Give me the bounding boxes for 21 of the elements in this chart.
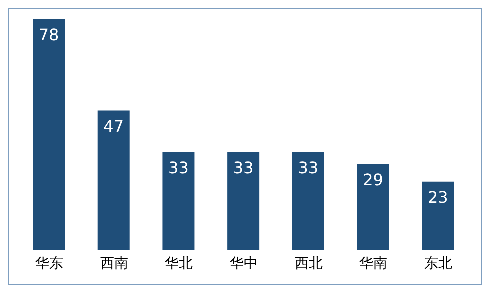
- x-tick-label: 华北: [165, 256, 194, 272]
- data-label: 33: [298, 158, 319, 178]
- bar: [357, 164, 390, 250]
- x-tick-label: 西北: [294, 256, 323, 272]
- x-tick-label: 华南: [360, 256, 388, 272]
- data-label: 78: [38, 25, 60, 44]
- data-label: 47: [104, 117, 124, 136]
- bar: [228, 152, 260, 250]
- x-tick-label: 西南: [100, 256, 128, 272]
- bar: [98, 110, 130, 250]
- data-label: 33: [233, 158, 254, 178]
- bar: [33, 19, 65, 250]
- data-label: 23: [428, 188, 448, 208]
- x-tick-label: 华东: [35, 256, 64, 272]
- data-label: 29: [363, 170, 384, 190]
- x-tick-label: 华中: [230, 256, 258, 272]
- bar: [292, 152, 324, 250]
- bar: [422, 182, 454, 250]
- x-tick-label: 东北: [424, 256, 453, 272]
- bar: [162, 152, 195, 250]
- data-label: 33: [168, 158, 189, 178]
